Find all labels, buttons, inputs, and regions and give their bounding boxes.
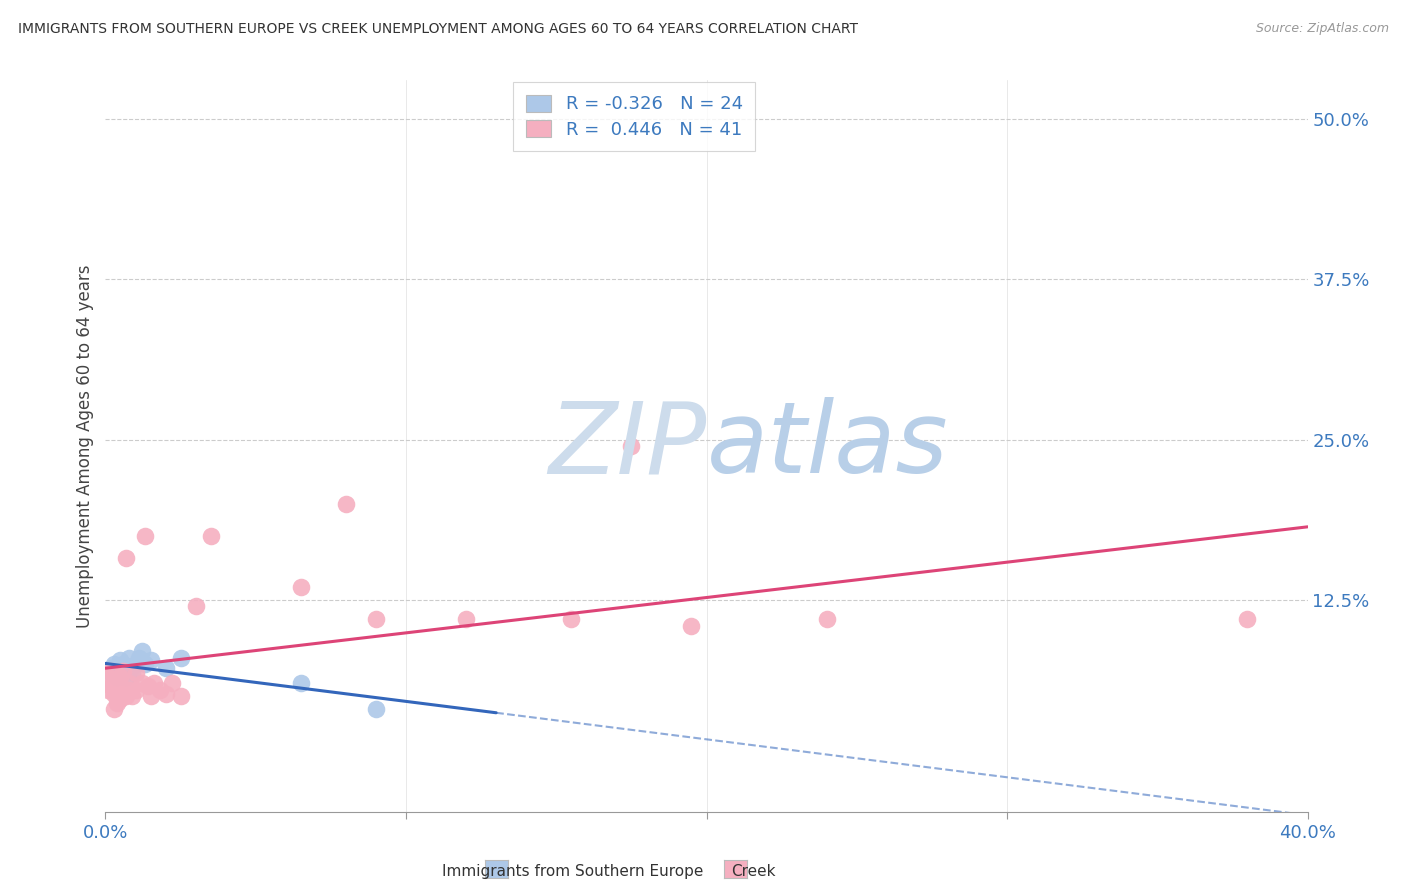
Point <box>169 690 191 704</box>
Point <box>110 679 132 693</box>
Point <box>124 657 146 672</box>
Point <box>112 666 135 681</box>
Point <box>134 529 156 543</box>
Point <box>364 612 387 626</box>
Point <box>110 661 132 675</box>
Point <box>118 664 141 678</box>
Point <box>136 679 159 693</box>
Point <box>97 670 120 684</box>
Point <box>128 650 150 665</box>
Point <box>155 661 177 675</box>
Point <box>107 664 129 678</box>
Point <box>1236 612 1258 626</box>
Point <box>107 673 129 688</box>
Point <box>155 687 177 701</box>
Point <box>115 690 138 704</box>
Point <box>200 529 222 543</box>
Point <box>112 682 135 697</box>
Point <box>290 580 312 594</box>
Point <box>142 676 165 690</box>
Point <box>100 664 122 678</box>
Point <box>107 696 129 710</box>
Point <box>118 676 141 690</box>
Point <box>560 612 582 626</box>
Point <box>100 679 122 693</box>
Point <box>110 670 132 684</box>
Point <box>115 670 138 684</box>
Point <box>454 612 477 626</box>
Point <box>97 682 120 697</box>
Point <box>103 687 125 701</box>
Point <box>118 682 141 697</box>
Point <box>97 664 120 678</box>
Point <box>110 653 132 667</box>
Point <box>112 664 135 678</box>
Point <box>681 618 703 632</box>
Point <box>103 666 125 681</box>
Point <box>148 682 170 697</box>
Text: atlas: atlas <box>707 398 948 494</box>
Point <box>139 690 162 704</box>
Point <box>139 653 162 667</box>
Point <box>290 676 312 690</box>
Point <box>121 690 143 704</box>
Point <box>115 550 138 565</box>
Point <box>103 657 125 672</box>
Point <box>815 612 838 626</box>
Point <box>184 599 207 614</box>
Text: Creek: Creek <box>731 863 776 879</box>
Point <box>124 666 146 681</box>
Point <box>103 676 125 690</box>
Point <box>112 657 135 672</box>
Point <box>131 676 153 690</box>
Point <box>100 661 122 675</box>
Point <box>103 702 125 716</box>
Legend: R = -0.326   N = 24, R =  0.446   N = 41: R = -0.326 N = 24, R = 0.446 N = 41 <box>513 82 755 152</box>
Point <box>335 497 357 511</box>
Y-axis label: Unemployment Among Ages 60 to 64 years: Unemployment Among Ages 60 to 64 years <box>76 264 94 628</box>
Point <box>107 670 129 684</box>
Point <box>124 682 146 697</box>
Text: IMMIGRANTS FROM SOUTHERN EUROPE VS CREEK UNEMPLOYMENT AMONG AGES 60 TO 64 YEARS : IMMIGRANTS FROM SOUTHERN EUROPE VS CREEK… <box>18 22 858 37</box>
Point <box>169 650 191 665</box>
Point <box>121 666 143 681</box>
Point <box>110 691 132 706</box>
Text: ZIP: ZIP <box>548 398 707 494</box>
Point <box>160 676 183 690</box>
Point <box>131 644 153 658</box>
Text: Immigrants from Southern Europe: Immigrants from Southern Europe <box>441 863 703 879</box>
Point <box>115 661 138 675</box>
Point <box>620 439 643 453</box>
Point <box>134 657 156 672</box>
Point <box>364 702 387 716</box>
Text: Source: ZipAtlas.com: Source: ZipAtlas.com <box>1256 22 1389 36</box>
Point <box>118 650 141 665</box>
